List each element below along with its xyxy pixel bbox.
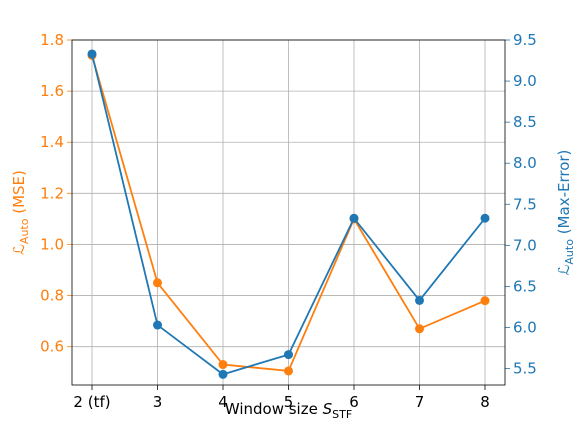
left-y-tick-label: 0.8 [40, 287, 64, 305]
right-series-point [153, 320, 162, 330]
left-series-point [480, 296, 490, 306]
right-y-axis-label: ℒAuto (Max-Error) [555, 150, 576, 276]
right-series-point [415, 295, 424, 305]
left-y-tick-label: 1.0 [40, 235, 64, 253]
x-tick-label: 8 [480, 393, 490, 411]
right-y-tick-label: 6.0 [513, 319, 537, 337]
left-y-tick-label: 1.6 [40, 82, 64, 100]
right-series-point [284, 350, 293, 360]
left-series-point [284, 366, 293, 376]
right-series-point [480, 213, 490, 223]
labels: 2 (tf) 3 4 5 6 7 8 0.6 0.8 1.0 1.2 1.4 1.6 1.8 5.5 6.0 6… [10, 31, 576, 421]
right-y-tick-label: 9.0 [513, 72, 537, 90]
right-y-tick-label: 5.5 [513, 360, 537, 378]
left-y-tick-label: 1.4 [40, 133, 64, 151]
left-series-point [218, 360, 228, 370]
series-layer [87, 49, 490, 379]
x-tick-label: 6 [349, 393, 359, 411]
x-tick-label: 3 [153, 393, 163, 411]
x-axis-label: Window size SSTF [225, 400, 352, 421]
plot-frame [71, 39, 506, 386]
right-y-tick-label: 8.0 [513, 154, 537, 172]
left-y-tick-label: 0.6 [40, 338, 64, 356]
x-tick-label: 4 [218, 393, 228, 411]
right-y-tick-label: 8.5 [513, 113, 537, 131]
right-y-tick-label: 7.5 [513, 195, 537, 213]
right-y-tick-label: 9.5 [513, 31, 537, 49]
right-y-tick-label: 7.0 [513, 236, 537, 254]
axes [67, 39, 510, 390]
left-y-axis-label: ℒAuto (MSE) [10, 170, 31, 255]
right-y-tick-label: 6.5 [513, 277, 537, 295]
left-y-tick-label: 1.8 [40, 31, 64, 49]
right-series-point [87, 49, 97, 59]
right-series-point [218, 369, 228, 379]
left-series-point [153, 278, 162, 288]
x-tick-label: 5 [284, 393, 294, 411]
left-series-point [415, 324, 424, 334]
right-series-point [349, 213, 359, 223]
x-tick-label: 2 (tf) [73, 393, 110, 411]
x-tick-label: 7 [415, 393, 425, 411]
left-y-tick-label: 1.2 [40, 184, 64, 202]
